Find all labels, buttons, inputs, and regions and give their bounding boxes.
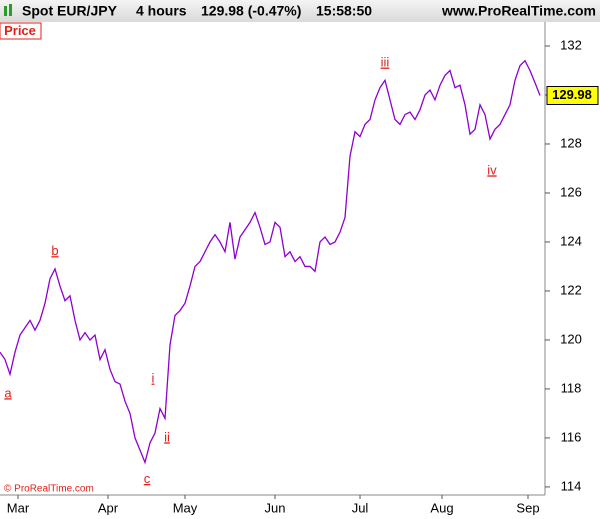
panel-label: Price (4, 23, 36, 38)
last-price-label: 129.98 (552, 87, 592, 102)
x-tick-label: Aug (430, 500, 453, 515)
x-tick-label: Jun (265, 500, 286, 515)
last-price-box (546, 85, 599, 105)
interval: 4 hours (136, 3, 187, 19)
time: 15:58:50 (316, 3, 372, 19)
header-bar (0, 0, 600, 22)
price-line (0, 59, 541, 465)
site: www.ProRealTime.com (441, 3, 596, 19)
x-tick-label: Mar (7, 500, 30, 515)
icon (9, 4, 12, 16)
y-tick-label: 116 (561, 429, 582, 444)
wave-label: iv (487, 162, 497, 177)
x-tick-label: Apr (98, 500, 119, 515)
plot-area (0, 22, 545, 495)
wave-label: ii (164, 429, 170, 444)
wave-label: iii (381, 55, 390, 70)
y-tick-label: 122 (560, 282, 582, 297)
y-tick-label: 114 (561, 478, 582, 493)
y-tick-label: 120 (560, 331, 582, 346)
x-tick-label: Sep (516, 500, 539, 515)
y-tick-label: 124 (560, 233, 582, 248)
wave-label: i (152, 371, 155, 386)
quote: 129.98 (-0.47%) (201, 3, 301, 19)
y-tick-label: 132 (560, 37, 582, 52)
wave-label: b (51, 243, 58, 258)
y-tick-label: 126 (560, 184, 582, 199)
x-tick-label: Jul (352, 500, 369, 515)
panel-label-box (0, 22, 42, 40)
icon (4, 6, 7, 16)
wave-label: c (144, 471, 151, 486)
copyright: © ProRealTime.com (4, 484, 94, 495)
wave-label: a (4, 385, 12, 400)
y-tick-label: 128 (560, 135, 582, 150)
x-tick-label: May (173, 500, 198, 515)
y-tick-label: 118 (561, 380, 582, 395)
symbol: Spot EUR/JPY (22, 3, 118, 19)
